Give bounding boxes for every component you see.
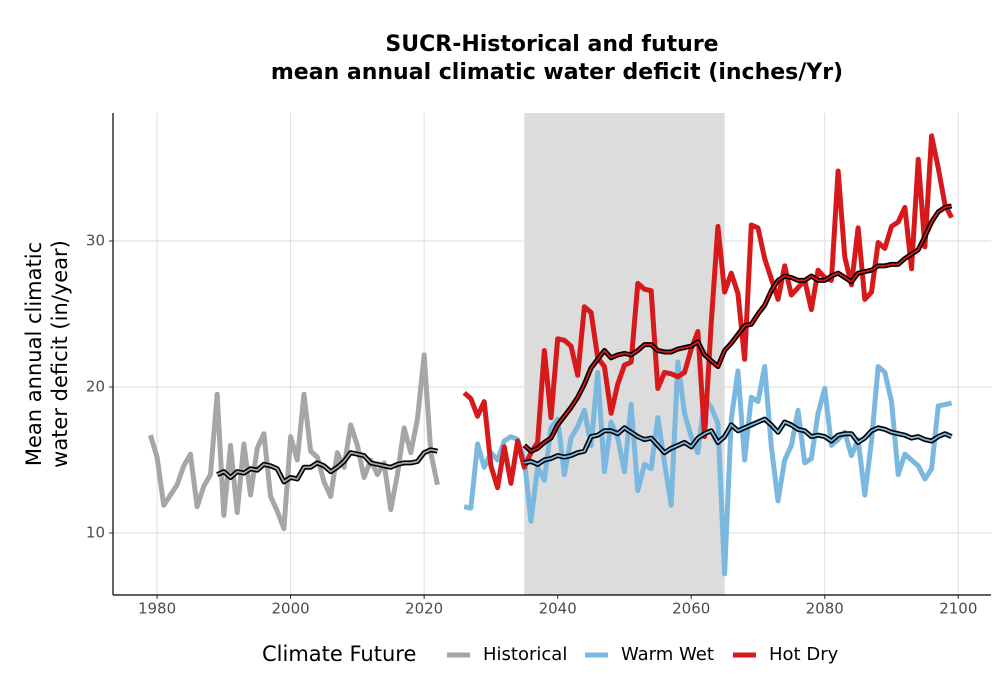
y-tick-label: 10 (86, 523, 105, 541)
mean-line (216, 448, 438, 483)
y-tick-label: 20 (86, 377, 105, 395)
mean-line (523, 205, 952, 453)
y-tick-label: 30 (86, 232, 105, 250)
x-tick-label: 2100 (939, 600, 977, 618)
legend-label: Warm Wet (621, 644, 714, 665)
legend-label: Hot Dry (769, 644, 839, 665)
chart-title: mean annual climatic water deficit (inch… (271, 60, 843, 85)
x-tick-label: 2060 (672, 600, 710, 618)
mean-line (524, 418, 952, 466)
x-tick-label: 2020 (405, 600, 443, 618)
legend-title: Climate Future (262, 642, 416, 666)
chart-title: SUCR-Historical and future (385, 32, 718, 57)
y-axis-title-line: water deficit (in/year) (48, 240, 72, 468)
x-tick-label: 2000 (272, 600, 310, 618)
x-tick-label: 2040 (539, 600, 577, 618)
y-axis-title: Mean annual climatic water deficit (in/y… (22, 240, 72, 468)
series-line (147, 352, 440, 532)
y-axis-title-line: Mean annual climatic (22, 242, 46, 466)
x-tick-label: 1980 (138, 600, 176, 618)
x-tick-label: 2080 (806, 600, 844, 618)
legend-label: Historical (483, 644, 567, 665)
series-line (462, 133, 954, 491)
